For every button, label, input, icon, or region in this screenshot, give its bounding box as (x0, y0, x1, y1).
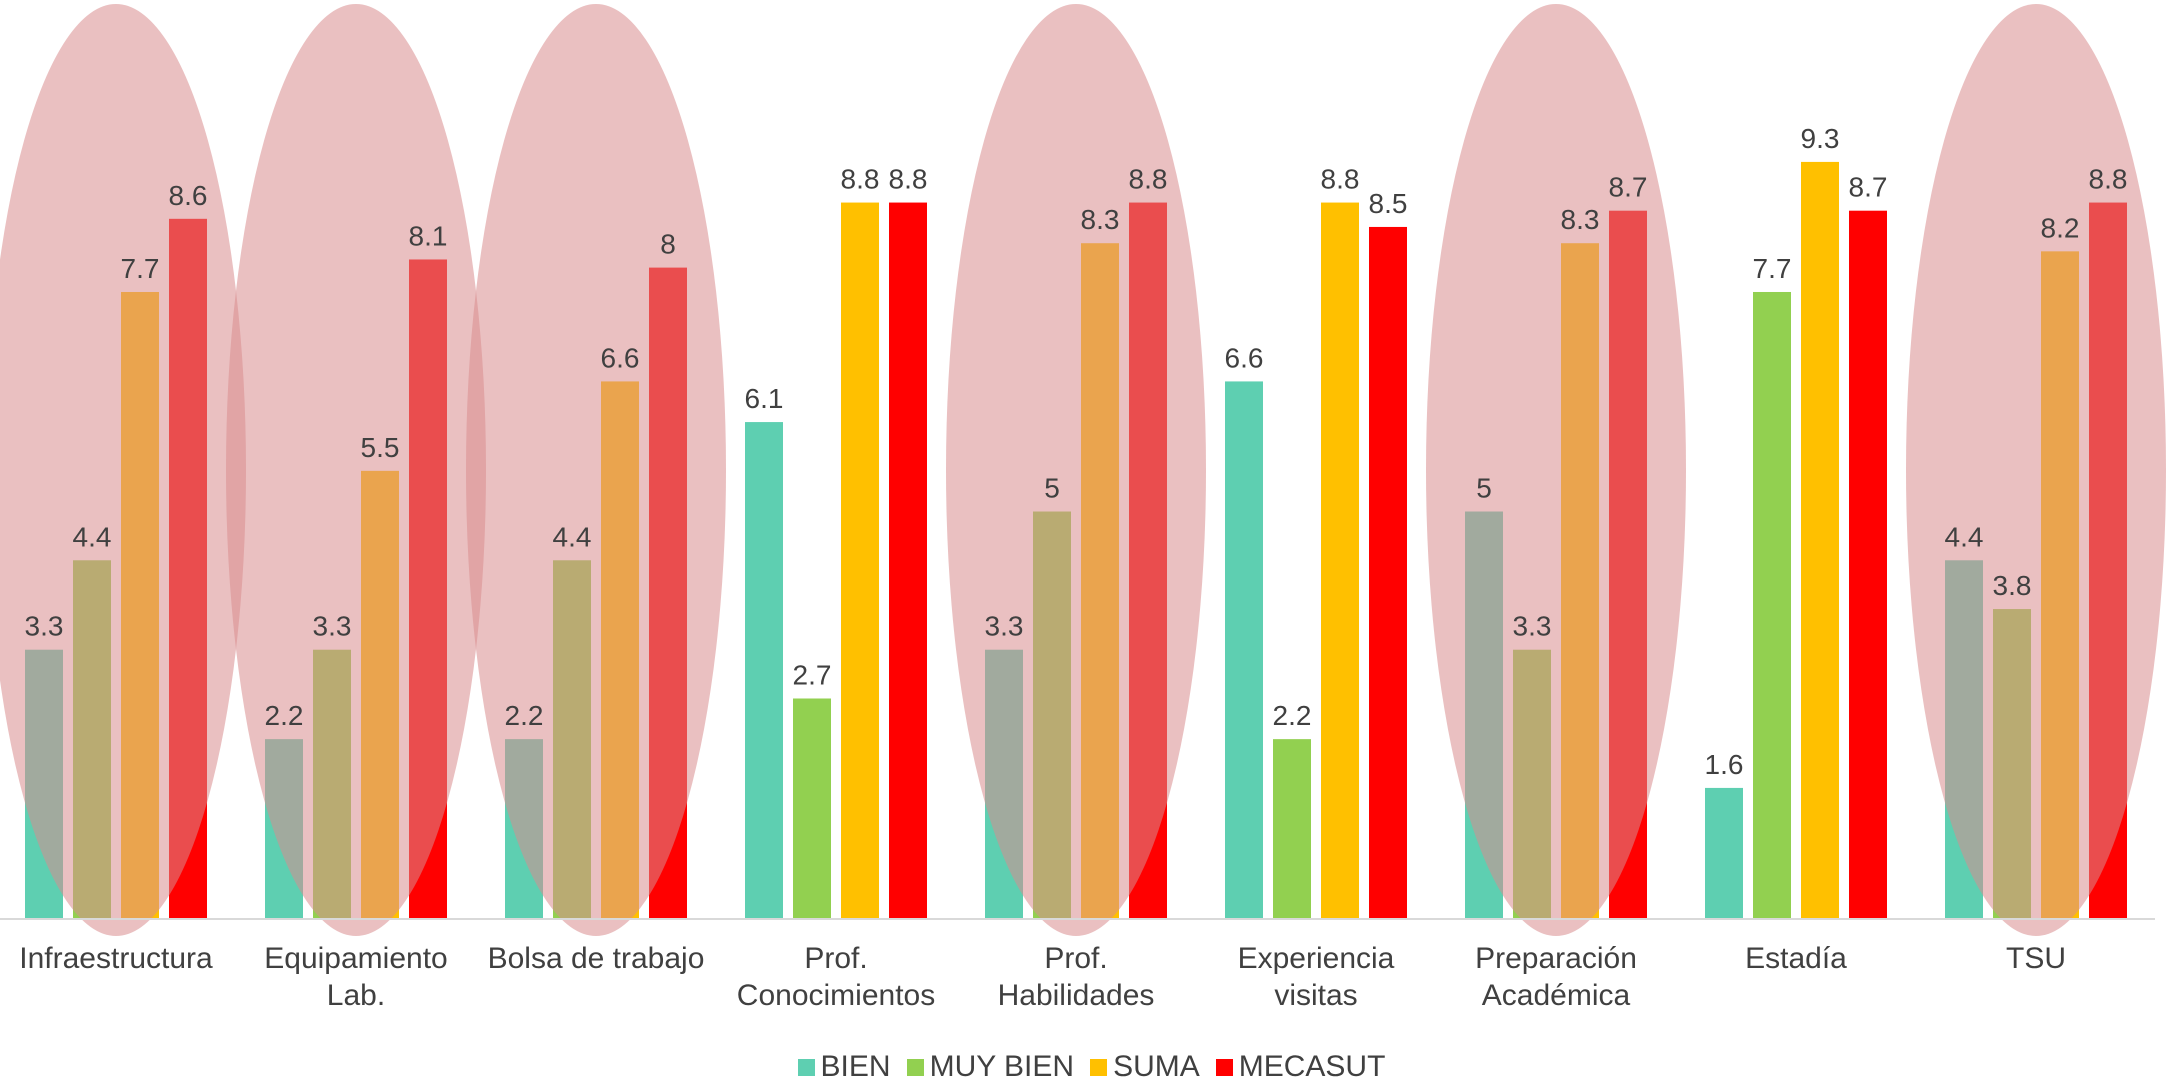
tick-label-4-1: Habilidades (998, 979, 1155, 1012)
bar-suma-5 (1321, 202, 1359, 918)
value-label-suma-8: 8.2 (2041, 212, 2080, 243)
bar-suma-3 (841, 202, 879, 918)
value-label-suma-7: 9.3 (1801, 123, 1840, 154)
bar-muy-bien-5 (1273, 739, 1311, 918)
bar-muy-bien-3 (793, 698, 831, 918)
tick-label-0-0: Infraestructura (19, 942, 213, 975)
value-label-bien-6: 5 (1476, 473, 1492, 504)
bar-bien-5 (1225, 381, 1263, 918)
highlight-ellipse-4 (946, 4, 1206, 936)
value-label-bien-0: 3.3 (25, 611, 64, 642)
bar-mecasut-7 (1849, 210, 1887, 918)
tick-label-3-0: Prof. (804, 942, 867, 975)
tick-label-5-1: visitas (1274, 979, 1357, 1012)
value-label-bien-3: 6.1 (745, 383, 784, 414)
value-label-mecasut-0: 8.6 (169, 180, 208, 211)
value-label-suma-3: 8.8 (841, 164, 880, 195)
value-label-bien-8: 4.4 (1945, 521, 1984, 552)
bar-muy-bien-7 (1753, 291, 1791, 918)
bar-suma-7 (1801, 161, 1839, 918)
value-label-muy-bien-0: 4.4 (73, 521, 112, 552)
highlight-ellipse-8 (1906, 4, 2166, 936)
value-label-mecasut-3: 8.8 (889, 164, 928, 195)
highlight-ellipse-6 (1426, 4, 1686, 936)
tick-label-1-0: Equipamiento (264, 942, 447, 975)
legend-item-bien: BIEN (797, 1050, 891, 1084)
tick-label-5-0: Experiencia (1238, 942, 1395, 975)
bar-bien-7 (1705, 787, 1743, 918)
tick-label-6-1: Académica (1482, 979, 1631, 1012)
tick-label-6-0: Preparación (1475, 942, 1637, 975)
value-label-muy-bien-8: 3.8 (1993, 570, 2032, 601)
value-label-mecasut-1: 8.1 (409, 220, 448, 251)
value-label-suma-0: 7.7 (121, 253, 160, 284)
tick-label-3-1: Conocimientos (737, 979, 935, 1012)
value-labels-layer: 3.3 2.2 2.2 6.1 3.3 6.6 5 1.6 4.4 4.4 3.3 4.4 2.7 5 2.… (25, 123, 2128, 780)
legend-item-muy-bien: MUY BIEN (906, 1050, 1075, 1084)
legend: BIEN MUY BIEN SUMA MECASUT (0, 1050, 2183, 1084)
value-label-mecasut-8: 8.8 (2089, 164, 2128, 195)
legend-swatch-bien (797, 1058, 815, 1076)
value-label-bien-2: 2.2 (505, 700, 544, 731)
value-label-mecasut-4: 8.8 (1129, 164, 1168, 195)
value-label-mecasut-7: 8.7 (1849, 172, 1888, 203)
tick-label-4-0: Prof. (1044, 942, 1107, 975)
legend-swatch-mecasut (1215, 1058, 1233, 1076)
value-label-bien-4: 3.3 (985, 611, 1024, 642)
highlight-ellipse-1 (226, 4, 486, 936)
value-label-bien-1: 2.2 (265, 700, 304, 731)
value-label-muy-bien-2: 4.4 (553, 521, 592, 552)
highlight-ellipse-2 (466, 4, 726, 936)
bar-bien-3 (745, 422, 783, 918)
value-label-muy-bien-5: 2.2 (1273, 700, 1312, 731)
value-label-suma-6: 8.3 (1561, 204, 1600, 235)
legend-label-mecasut: MECASUT (1238, 1050, 1386, 1083)
legend-label-suma: SUMA (1113, 1050, 1200, 1083)
bar-mecasut-3 (889, 202, 927, 918)
value-label-muy-bien-6: 3.3 (1513, 611, 1552, 642)
value-label-muy-bien-4: 5 (1044, 473, 1060, 504)
value-label-suma-1: 5.5 (361, 432, 400, 463)
bar-mecasut-5 (1369, 226, 1407, 918)
legend-swatch-suma (1090, 1058, 1108, 1076)
value-label-mecasut-2: 8 (660, 229, 676, 260)
value-label-muy-bien-3: 2.7 (793, 659, 832, 690)
x-axis: Infraestructura Equipamiento Lab. Bolsa de … (0, 918, 2155, 1012)
value-label-suma-4: 8.3 (1081, 204, 1120, 235)
tick-label-2-0: Bolsa de trabajo (488, 942, 705, 975)
legend-swatch-muy-bien (906, 1058, 924, 1076)
legend-item-mecasut: MECASUT (1215, 1050, 1386, 1084)
tick-label-7-0: Estadía (1745, 942, 1847, 975)
value-label-suma-2: 6.6 (601, 342, 640, 373)
highlight-ellipse-0 (0, 4, 246, 936)
value-label-bien-5: 6.6 (1225, 342, 1264, 373)
value-label-bien-7: 1.6 (1705, 749, 1744, 780)
legend-label-bien: BIEN (820, 1050, 891, 1083)
highlight-ellipses-layer (0, 4, 2166, 936)
value-label-mecasut-6: 8.7 (1609, 172, 1648, 203)
value-label-muy-bien-1: 3.3 (313, 611, 352, 642)
value-label-suma-5: 8.8 (1321, 164, 1360, 195)
value-label-mecasut-5: 8.5 (1369, 188, 1408, 219)
value-label-muy-bien-7: 7.7 (1753, 253, 1792, 284)
tick-label-1-1: Lab. (327, 979, 385, 1012)
tick-label-8-0: TSU (2006, 942, 2066, 975)
legend-label-muy-bien: MUY BIEN (929, 1050, 1075, 1083)
legend-item-suma: SUMA (1090, 1050, 1200, 1084)
